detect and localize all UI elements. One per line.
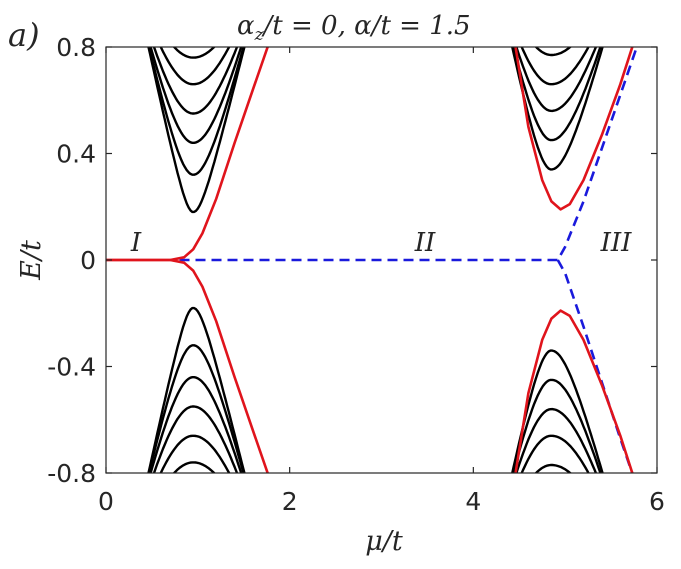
bulk-band-left-upper-1 <box>147 47 245 176</box>
y-axis-label: E/t <box>16 240 47 281</box>
band-curves <box>106 47 639 473</box>
bulk-band-left-lower-0 <box>147 306 246 473</box>
y-tick-label: 0 <box>80 246 96 275</box>
series-line-0 <box>179 47 639 262</box>
x-tick-label: 0 <box>98 487 114 516</box>
bulk-band-left-lower-3 <box>152 405 239 473</box>
bulk-band-left-lower-1 <box>147 344 245 473</box>
bulk-band-left-lower-2 <box>149 376 243 473</box>
bulk-band-left-upper-4 <box>159 47 231 86</box>
bulk-band-right-lower-0 <box>511 349 604 473</box>
bulk-band-right-lower-1 <box>512 378 602 473</box>
title-subscript: z <box>254 25 265 45</box>
x-tick-label: 2 <box>282 487 298 516</box>
title-part2: α/t = 1.5 <box>354 11 470 41</box>
bulk-band-right-lower-2 <box>515 407 598 473</box>
bulk-band-right-upper-4 <box>534 47 573 57</box>
bulk-band-left-upper-5 <box>172 47 216 59</box>
bulk-band-left-lower-4 <box>159 434 231 473</box>
region-label-I: I <box>130 228 142 258</box>
bulk-band-right-upper-2 <box>515 47 598 113</box>
series-line-3 <box>106 258 270 473</box>
series-line-5 <box>514 309 634 473</box>
x-axis-label: μ/t <box>365 526 403 557</box>
series-line-2 <box>106 47 270 262</box>
bulk-band-right-lower-4 <box>534 463 573 473</box>
panel-label: a) <box>8 16 40 54</box>
bulk-band-right-lower-3 <box>520 434 590 473</box>
series-line-4 <box>514 47 634 211</box>
y-tick-label: -0.8 <box>47 459 96 488</box>
y-tick-label: -0.4 <box>47 353 96 382</box>
axis-ticks: 0 2 4 6 -0.8 -0.4 0 0.4 0.8 <box>47 33 665 516</box>
title-alpha: α <box>237 11 255 41</box>
plot-frame <box>105 46 658 474</box>
bulk-band-left-upper-2 <box>149 47 243 144</box>
y-tick-label: 0.4 <box>56 140 96 169</box>
region-label-II: II <box>414 228 436 258</box>
y-tick-label: 0.8 <box>56 33 96 62</box>
chart-title: αz/t = 0, α/t = 1.5 <box>237 11 471 45</box>
bulk-band-left-upper-0 <box>147 47 246 214</box>
bulk-band-left-lower-5 <box>172 461 216 473</box>
x-tick-label: 4 <box>465 487 481 516</box>
bulk-band-right-upper-0 <box>511 47 604 171</box>
bulk-band-right-upper-3 <box>520 47 590 86</box>
bulk-band-right-upper-1 <box>512 47 602 142</box>
region-label-III: III <box>600 228 633 258</box>
title-part1: /t = 0, <box>261 11 355 41</box>
bulk-band-left-upper-3 <box>152 47 239 115</box>
x-tick-label: 6 <box>649 487 665 516</box>
